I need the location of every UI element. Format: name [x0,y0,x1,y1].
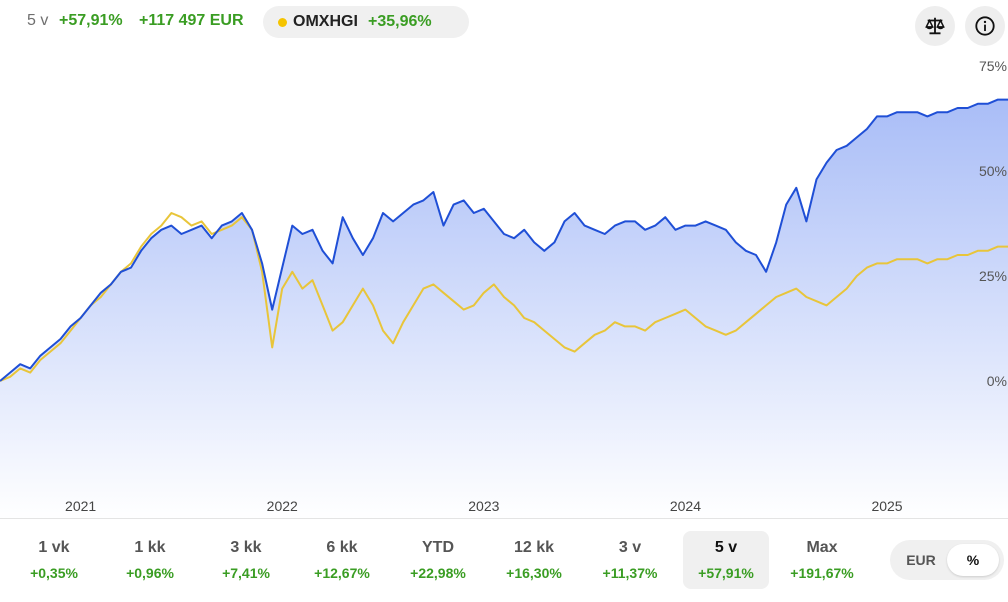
period-1kk[interactable]: 1 kk +0,96% [107,531,193,589]
portfolio-area-fill [0,99,1008,520]
period-return: +191,67% [790,565,854,581]
x-tick-label: 2021 [65,498,96,514]
x-tick-label: 2022 [267,498,298,514]
period-6kk[interactable]: 6 kk +12,67% [299,531,385,589]
selected-period: 5 v [27,12,49,29]
period-return: +57,91% [698,565,754,581]
period-12kk[interactable]: 12 kk +16,30% [491,531,577,589]
x-tick-label: 2025 [871,498,902,514]
period-3kk[interactable]: 3 kk +7,41% [203,531,289,589]
period-5v[interactable]: 5 v +57,91% [683,531,769,589]
unit-toggle: EUR % [890,540,1004,580]
y-tick-label: 0% [987,373,1007,389]
period-3v[interactable]: 3 v +11,37% [587,531,673,589]
period-return: +0,35% [30,565,78,581]
period-label: 1 kk [134,539,166,556]
period-label: 1 vk [38,539,70,556]
benchmark-chip[interactable]: OMXHGI +35,96% [263,6,469,38]
benchmark-name: OMXHGI [293,13,358,30]
period-return: +11,37% [602,565,658,581]
period-label: 12 kk [513,539,555,556]
period-label: 5 v [714,539,738,556]
info-button[interactable] [965,6,1005,46]
divider [0,518,1008,519]
return-absolute: +117 497 EUR [139,12,244,29]
period-label: Max [806,539,838,556]
period-ytd[interactable]: YTD +22,98% [395,531,481,589]
period-max[interactable]: Max +191,67% [779,531,865,589]
period-return: +7,41% [222,565,270,581]
period-label: 3 kk [230,539,262,556]
chart-svg: 75% 50% 25% 0% 2021 2022 2023 2024 2025 [0,58,1008,520]
y-tick-label: 50% [979,163,1007,179]
performance-chart[interactable]: 75% 50% 25% 0% 2021 2022 2023 2024 2025 [0,46,1008,520]
period-1vk[interactable]: 1 vk +0,35% [11,531,97,589]
period-return: +0,96% [126,565,174,581]
y-tick-label: 25% [979,268,1007,284]
period-return: +16,30% [506,565,562,581]
benchmark-series-line [0,212,1008,382]
unit-percent-option[interactable]: % [947,544,999,576]
compare-button[interactable] [915,6,955,46]
x-tick-label: 2024 [670,498,701,514]
y-tick-label: 75% [979,58,1007,74]
period-label: 6 kk [326,539,358,556]
period-return: +12,67% [314,565,370,581]
return-percent: +57,91% [59,12,123,29]
benchmark-change: +35,96% [368,13,432,30]
info-icon [975,16,995,36]
period-label: YTD [422,539,454,556]
period-return: +22,98% [410,565,466,581]
portfolio-series-line [0,98,1008,382]
benchmark-dot-icon [278,18,287,27]
period-label: 3 v [618,539,642,556]
unit-eur-option[interactable]: EUR [906,552,936,568]
period-selector: 1 vk +0,35% 1 kk +0,96% 3 kk +7,41% 6 kk… [0,519,1008,602]
x-tick-label: 2023 [468,498,499,514]
chart-header: 5 v +57,91% +117 497 EUR OMXHGI +35,96% [0,0,1008,46]
balance-scale-icon [925,17,945,35]
